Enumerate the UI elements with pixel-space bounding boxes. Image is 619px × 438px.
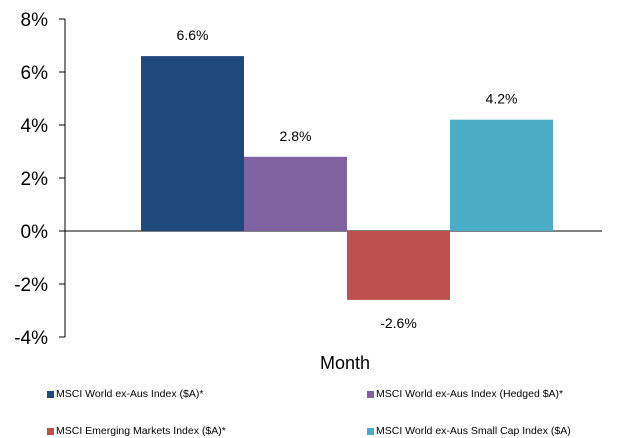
legend-swatch [367, 427, 374, 435]
bar-2 [244, 156, 347, 231]
y-tick-label: 8% [21, 10, 49, 31]
data-label-2: 2.8% [280, 128, 312, 144]
legend-item-3: MSCI Emerging Markets Index ($A)* [47, 425, 226, 437]
legend: MSCI World ex-Aus Index ($A)* MSCI World … [0, 385, 619, 438]
y-tick-label: 4% [21, 116, 49, 137]
bar-1 [141, 56, 244, 231]
legend-label: MSCI Emerging Markets Index ($A)* [56, 425, 226, 437]
x-axis-label: Month [320, 353, 370, 373]
data-label-3: -2.6% [380, 315, 417, 331]
legend-swatch [47, 427, 54, 435]
bar-4 [450, 119, 553, 231]
data-labels: 6.6% 2.8% -2.6% 4.2% [177, 27, 518, 331]
y-tick-label: -2% [14, 275, 48, 296]
y-ticks: 8% 6% 4% 2% 0% -2% -4% [14, 10, 65, 349]
legend-swatch [367, 390, 374, 398]
y-tick-label: 2% [21, 169, 49, 190]
legend-item-1: MSCI World ex-Aus Index ($A)* [47, 388, 203, 400]
y-tick-label: 0% [21, 222, 49, 243]
data-label-1: 6.6% [177, 27, 209, 43]
legend-label: MSCI World ex-Aus Index ($A)* [56, 388, 204, 400]
legend-item-4: MSCI World ex-Aus Small Cap Index ($A) [367, 425, 571, 437]
legend-label: MSCI World ex-Aus Index (Hedged $A)* [376, 388, 564, 400]
y-tick-label: 6% [21, 63, 49, 84]
bars [141, 56, 553, 300]
legend-swatch [47, 390, 54, 398]
legend-label: MSCI World ex-Aus Small Cap Index ($A) [376, 425, 571, 437]
bar-3 [347, 231, 450, 300]
legend-item-2: MSCI World ex-Aus Index (Hedged $A)* [367, 388, 563, 400]
bar-chart: 8% 6% 4% 2% 0% -2% -4% 6.6% 2.8% -2.6% 4.2% Month [14, 10, 602, 373]
y-tick-label: -4% [14, 328, 48, 349]
data-label-4: 4.2% [486, 91, 518, 107]
